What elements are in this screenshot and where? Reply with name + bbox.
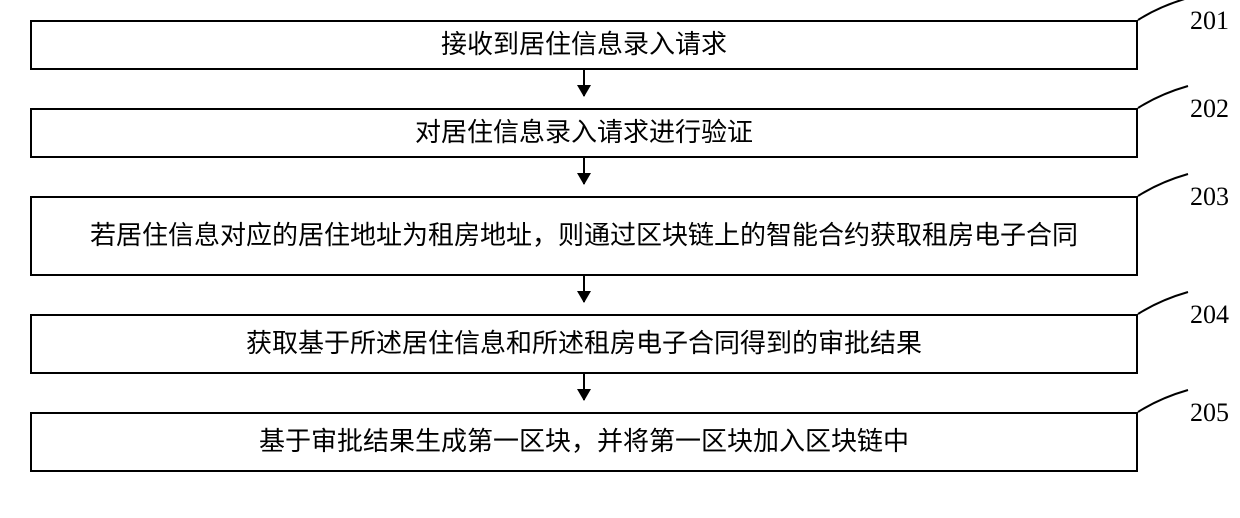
step-text: 基于审批结果生成第一区块，并将第一区块加入区块链中 <box>259 426 909 459</box>
step-label-201: 201 <box>1190 6 1229 36</box>
step-label-205: 205 <box>1190 398 1229 428</box>
step-text: 对居住信息录入请求进行验证 <box>415 117 753 150</box>
step-box-205: 基于审批结果生成第一区块，并将第一区块加入区块链中 <box>30 412 1138 472</box>
step-box-201: 接收到居住信息录入请求 <box>30 20 1138 70</box>
arrow-down <box>583 374 585 400</box>
step-text: 若居住信息对应的居住地址为租房地址，则通过区块链上的智能合约获取租房电子合同 <box>90 220 1078 253</box>
arrow-down <box>583 158 585 184</box>
step-box-204: 获取基于所述居住信息和所述租房电子合同得到的审批结果 <box>30 314 1138 374</box>
step-text: 接收到居住信息录入请求 <box>441 29 727 62</box>
step-box-202: 对居住信息录入请求进行验证 <box>30 108 1138 158</box>
step-box-203: 若居住信息对应的居住地址为租房地址，则通过区块链上的智能合约获取租房电子合同 <box>30 196 1138 276</box>
step-label-202: 202 <box>1190 94 1229 124</box>
step-text: 获取基于所述居住信息和所述租房电子合同得到的审批结果 <box>246 328 922 361</box>
arrow-down <box>583 70 585 96</box>
step-label-203: 203 <box>1190 182 1229 212</box>
arrow-down <box>583 276 585 302</box>
step-label-204: 204 <box>1190 300 1229 330</box>
flowchart-canvas: 接收到居住信息录入请求 201 对居住信息录入请求进行验证 202 若居住信息对应的居住… <box>0 0 1240 518</box>
